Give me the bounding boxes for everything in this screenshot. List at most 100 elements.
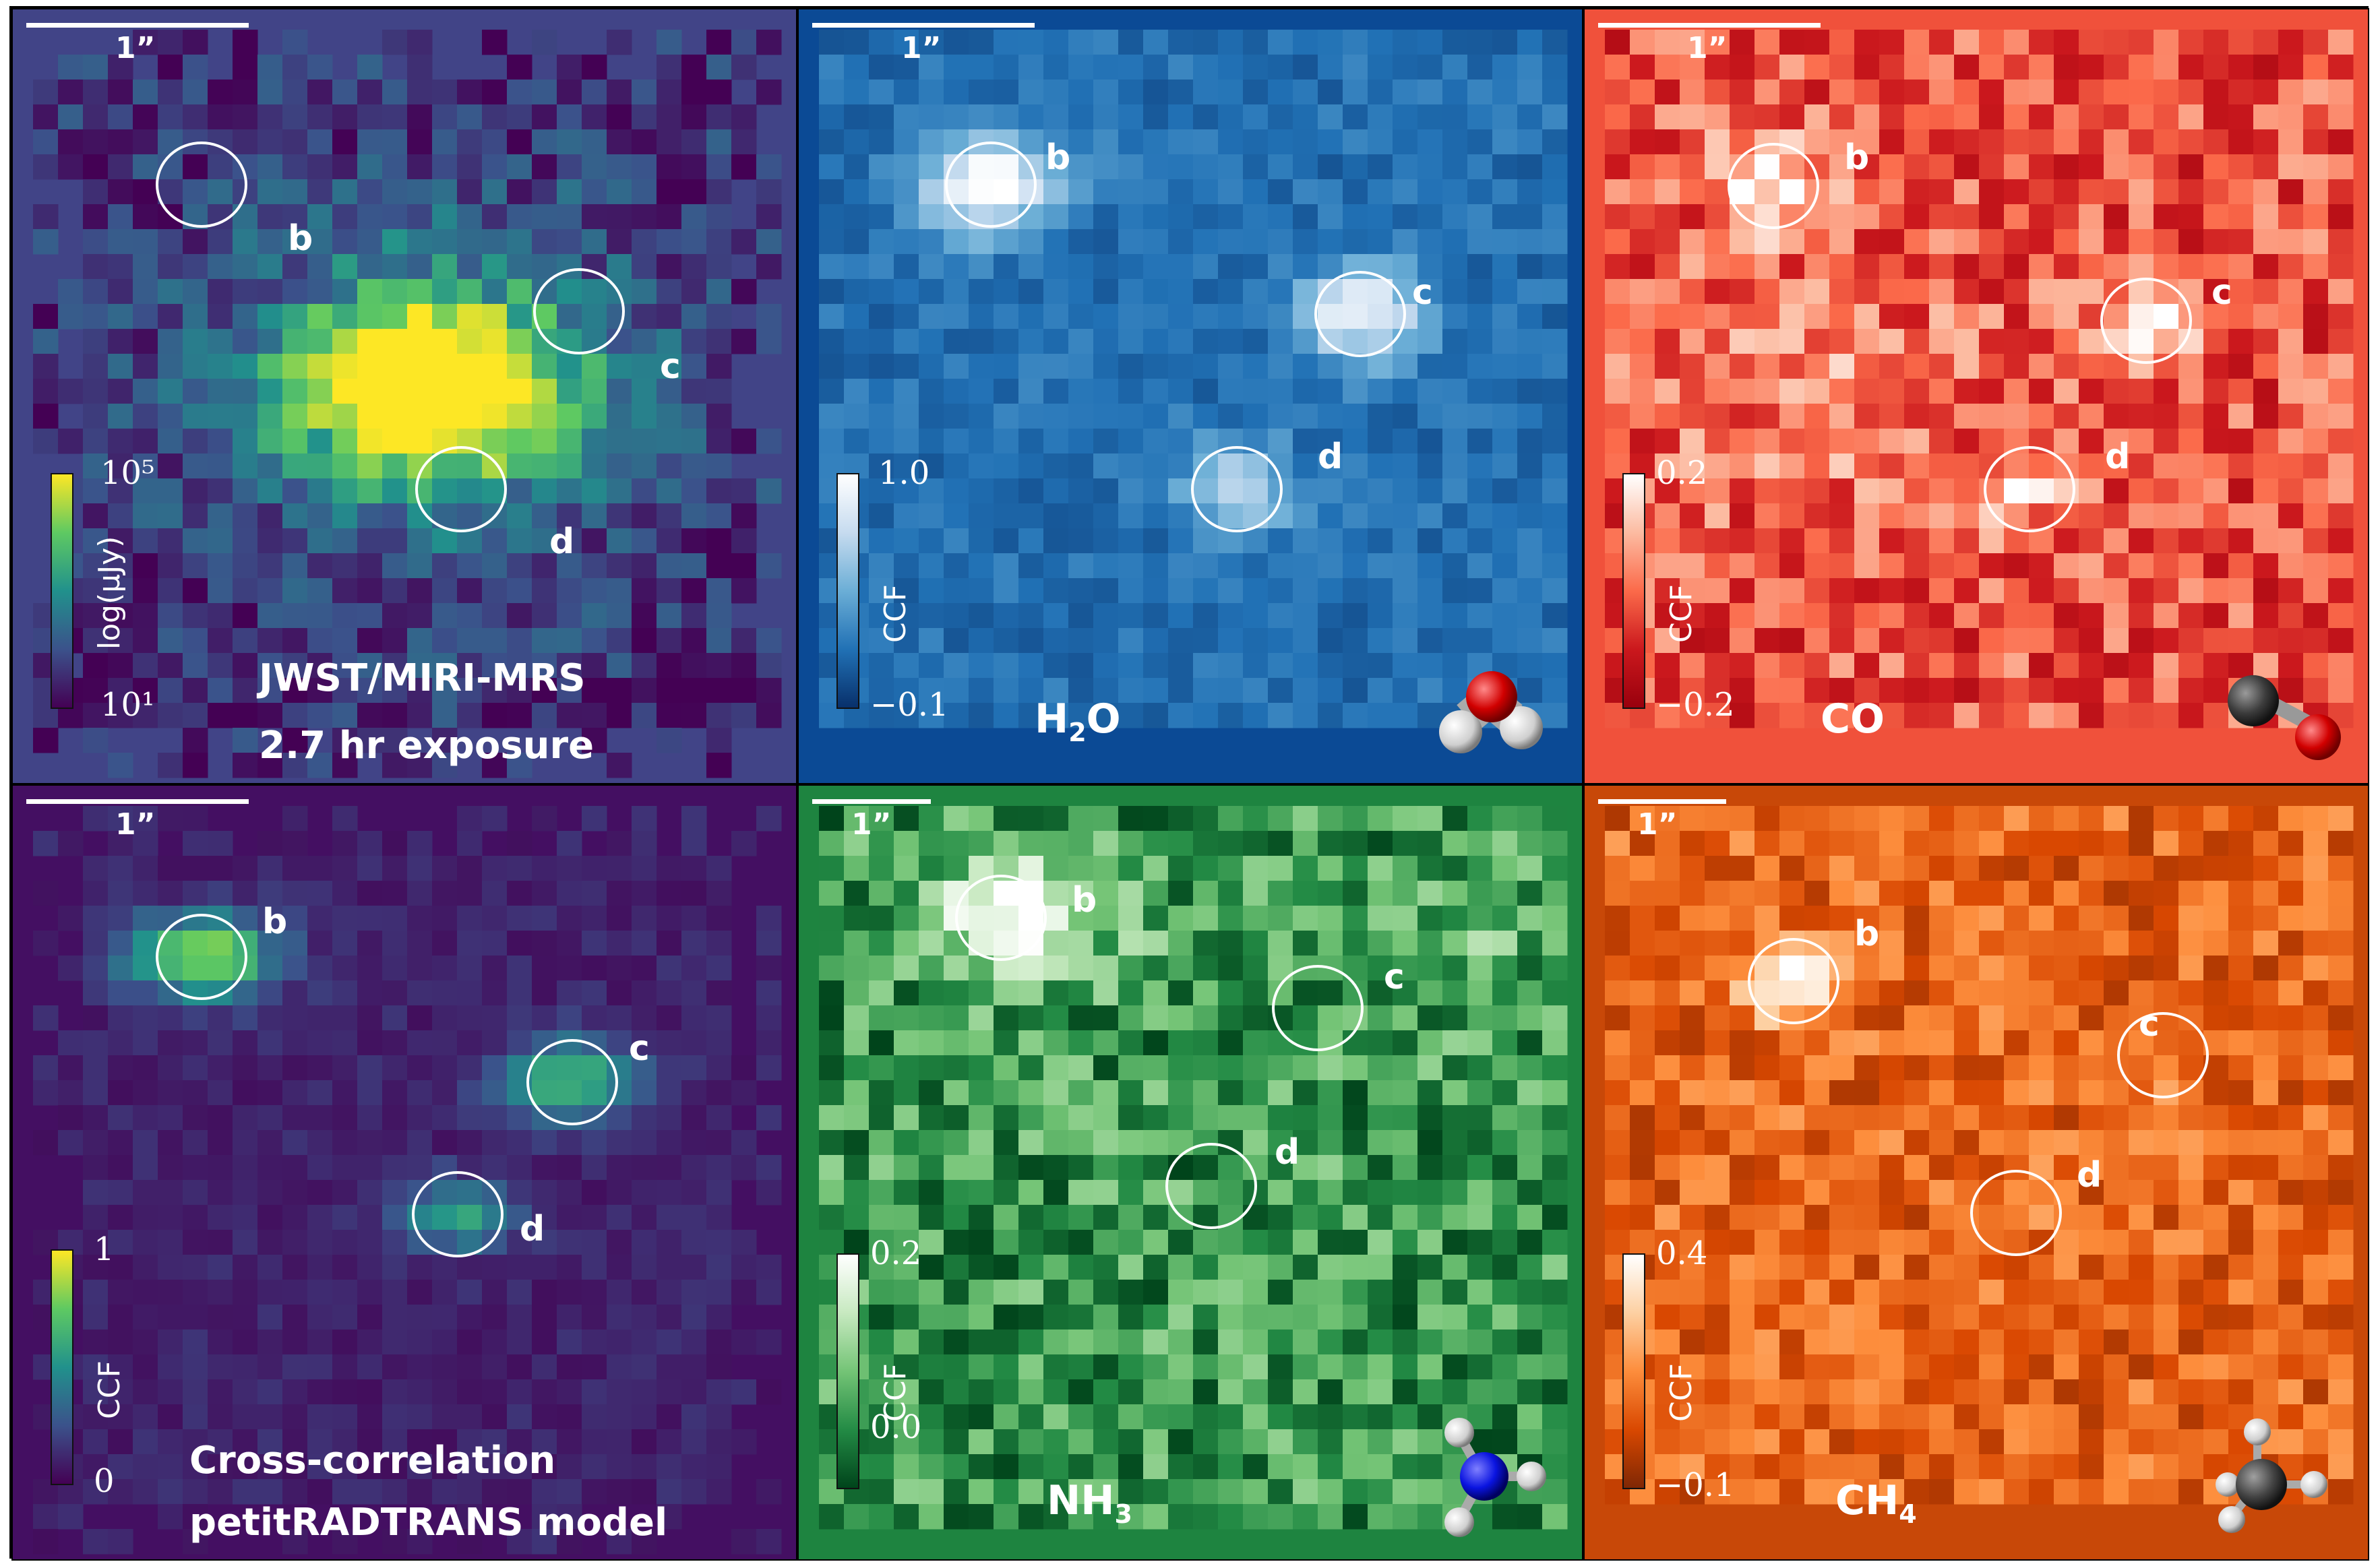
- map-pixel: [307, 528, 333, 554]
- map-pixel: [2203, 553, 2229, 579]
- map-pixel: [1492, 129, 1518, 155]
- map-pixel: [1979, 1030, 2005, 1056]
- map-pixel: [1318, 1230, 1343, 1255]
- colorbar-title: log(μJy): [92, 536, 127, 650]
- map-pixel: [257, 329, 283, 354]
- map-pixel: [2154, 154, 2179, 180]
- map-pixel: [1093, 1130, 1119, 1156]
- map-pixel: [1829, 956, 1855, 981]
- map-pixel: [1680, 906, 1705, 931]
- aperture-circle-b: [955, 875, 1047, 961]
- map-pixel: [1605, 956, 1630, 981]
- map-pixel: [357, 553, 383, 579]
- map-pixel: [557, 856, 582, 881]
- map-pixel: [1755, 831, 1780, 856]
- map-pixel: [233, 329, 258, 354]
- map-pixel: [282, 453, 308, 479]
- map-pixel: [1680, 55, 1705, 80]
- map-pixel: [1118, 956, 1144, 981]
- map-pixel: [681, 1305, 707, 1330]
- map-pixel: [183, 304, 208, 330]
- map-pixel: [944, 1155, 969, 1181]
- map-pixel: [681, 129, 707, 155]
- map-pixel: [108, 1130, 133, 1156]
- map-pixel: [1043, 653, 1069, 679]
- map-pixel: [1542, 379, 1568, 404]
- map-pixel: [33, 831, 59, 856]
- map-pixel: [1492, 30, 1518, 55]
- map-pixel: [1293, 129, 1318, 155]
- map-pixel: [382, 1479, 408, 1505]
- map-pixel: [257, 553, 283, 579]
- map-pixel: [1630, 254, 1655, 280]
- map-pixel: [2004, 1429, 2030, 1455]
- map-pixel: [1755, 129, 1780, 155]
- map-pixel: [1318, 1330, 1343, 1355]
- map-pixel: [183, 1155, 208, 1181]
- map-pixel: [2203, 404, 2229, 429]
- map-pixel: [1879, 1130, 1905, 1156]
- map-pixel: [1605, 379, 1630, 404]
- map-pixel: [681, 653, 707, 679]
- map-pixel: [969, 806, 994, 832]
- map-pixel: [2328, 528, 2354, 554]
- map-pixel: [1854, 55, 1880, 80]
- map-pixel: [1542, 254, 1568, 280]
- map-pixel: [706, 354, 732, 379]
- map-pixel: [2104, 404, 2129, 429]
- map-pixel: [2104, 931, 2129, 956]
- map-pixel: [1318, 30, 1343, 55]
- map-pixel: [457, 578, 483, 604]
- map-pixel: [1293, 354, 1318, 379]
- map-pixel: [557, 1180, 582, 1206]
- map-pixel: [632, 1205, 657, 1230]
- map-pixel: [557, 154, 582, 180]
- map-pixel: [1605, 1080, 1630, 1106]
- map-pixel: [507, 931, 532, 956]
- map-pixel: [1467, 204, 1493, 230]
- map-pixel: [994, 1155, 1019, 1181]
- map-pixel: [2278, 956, 2304, 981]
- map-pixel: [1492, 329, 1518, 354]
- map-pixel: [1068, 279, 1094, 305]
- map-pixel: [1343, 856, 1368, 881]
- label-c: c: [629, 1028, 650, 1069]
- map-pixel: [1655, 179, 1680, 205]
- map-pixel: [482, 806, 508, 832]
- map-pixel: [1730, 354, 1755, 379]
- map-pixel: [1467, 503, 1493, 529]
- map-pixel: [1680, 578, 1705, 604]
- map-pixel: [1393, 856, 1418, 881]
- map-pixel: [1293, 329, 1318, 354]
- map-pixel: [2154, 30, 2179, 55]
- map-pixel: [557, 1130, 582, 1156]
- map-pixel: [1093, 129, 1119, 155]
- map-pixel: [1343, 553, 1368, 579]
- map-pixel: [2178, 653, 2204, 679]
- map-pixel: [1730, 104, 1755, 130]
- map-pixel: [681, 304, 707, 330]
- map-pixel: [1068, 129, 1094, 155]
- map-pixel: [1705, 1080, 1730, 1106]
- map-pixel: [2154, 1255, 2179, 1280]
- map-pixel: [1655, 30, 1680, 55]
- map-pixel: [1093, 628, 1119, 654]
- map-pixel: [919, 956, 944, 981]
- map-pixel: [1879, 528, 1905, 554]
- map-pixel: [1492, 304, 1518, 330]
- map-pixel: [1093, 179, 1119, 205]
- map-pixel: [731, 1230, 757, 1255]
- map-pixel: [532, 881, 557, 906]
- map-pixel: [1730, 429, 1755, 454]
- map-pixel: [1854, 1230, 1880, 1255]
- map-pixel: [33, 154, 59, 180]
- map-pixel: [1929, 578, 1955, 604]
- map-pixel: [332, 1404, 358, 1430]
- map-pixel: [83, 1205, 109, 1230]
- map-pixel: [706, 703, 732, 728]
- map-pixel: [133, 304, 158, 330]
- map-pixel: [1218, 478, 1244, 504]
- map-pixel: [1854, 279, 1880, 305]
- map-pixel: [2029, 553, 2054, 579]
- map-pixel: [257, 1005, 283, 1031]
